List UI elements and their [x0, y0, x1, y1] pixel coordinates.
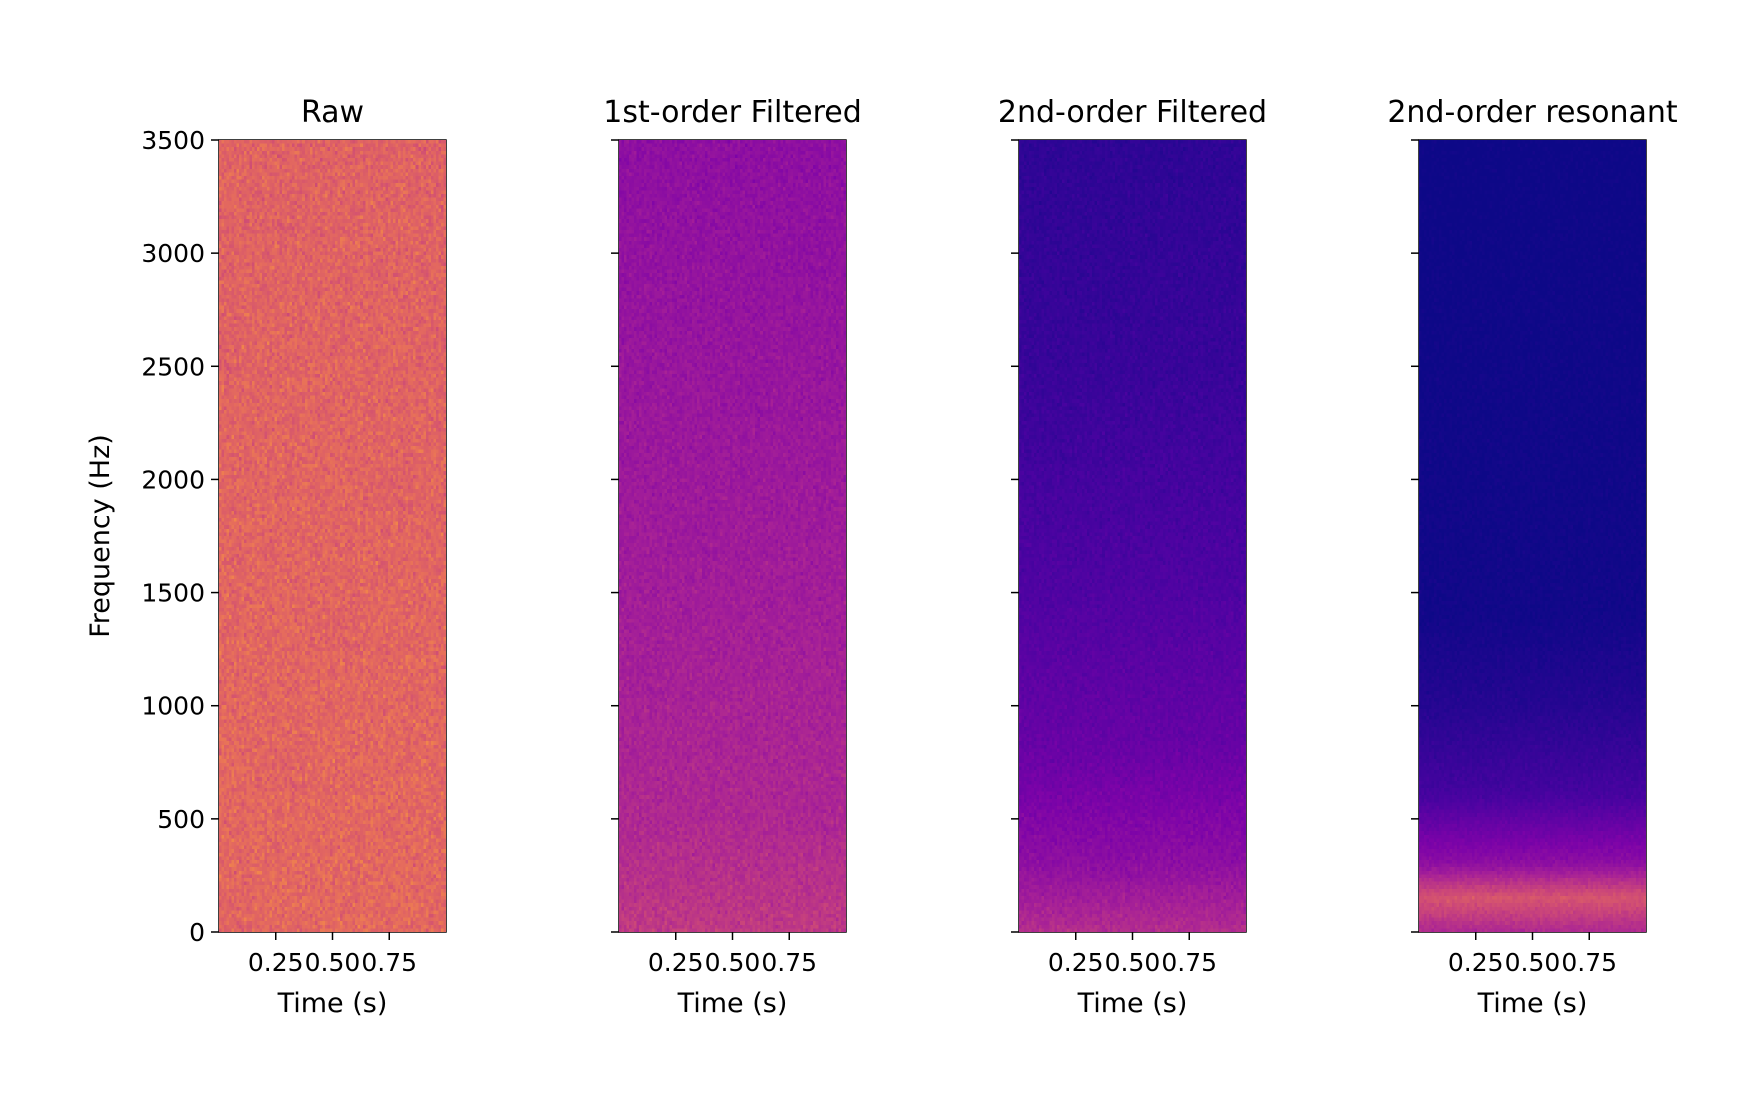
x-tick-label: 0.25: [648, 948, 704, 977]
x-tick-label: 0.75: [361, 948, 417, 977]
x-tick-label: 0.75: [1161, 948, 1217, 977]
panel-title: 2nd-order Filtered: [998, 95, 1267, 130]
spectrogram-image-4: [1419, 140, 1646, 932]
x-tick-label: 0.50: [1105, 948, 1161, 977]
x-tick-label: 0.25: [1048, 948, 1104, 977]
x-tick-label: 0.25: [248, 948, 304, 977]
x-axis-label: Time (s): [1477, 988, 1588, 1019]
x-tick-label: 0.75: [1561, 948, 1617, 977]
y-tick-label: 1500: [141, 579, 205, 608]
y-tick-label: 500: [157, 805, 205, 834]
spectrogram-image-2: [619, 140, 846, 932]
x-tick-label: 0.50: [705, 948, 761, 977]
y-tick-label: 0: [189, 918, 205, 947]
panel-title: 2nd-order resonant: [1387, 95, 1678, 130]
y-tick-label: 3500: [141, 126, 205, 155]
x-tick-label: 0.25: [1448, 948, 1504, 977]
panel-1: Raw 0 500 1000 1500 2000 2500 3000 3500 0.25 0.50 0…: [85, 95, 447, 1019]
x-axis-label: Time (s): [677, 988, 788, 1019]
panel-2: 1st-order Filtered 0.25 0.50 0.75 Time (s): [603, 95, 862, 1019]
panel-title: 1st-order Filtered: [603, 95, 862, 130]
x-axis-label: Time (s): [277, 988, 388, 1019]
panel-3: 2nd-order Filtered 0.25 0.50 0.75 Time (s): [998, 95, 1267, 1019]
spectrogram-image-1: [219, 140, 446, 932]
panel-4: 2nd-order resonant 0.25 0.50 0.75 Time (s): [1387, 95, 1678, 1019]
panel-title: Raw: [301, 95, 364, 130]
y-tick-label: 2500: [141, 352, 205, 381]
x-tick-label: 0.50: [1505, 948, 1561, 977]
y-tick-label: 1000: [141, 692, 205, 721]
x-tick-label: 0.50: [305, 948, 361, 977]
y-tick-label: 3000: [141, 239, 205, 268]
y-tick-label: 2000: [141, 465, 205, 494]
spectrogram-image-3: [1019, 140, 1246, 932]
x-axis-label: Time (s): [1077, 988, 1188, 1019]
y-axis-label: Frequency (Hz): [85, 434, 116, 638]
x-tick-label: 0.75: [761, 948, 817, 977]
